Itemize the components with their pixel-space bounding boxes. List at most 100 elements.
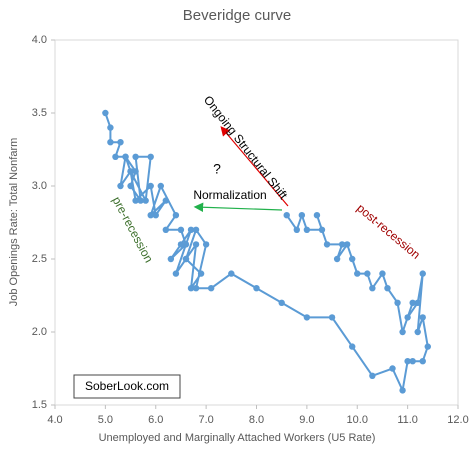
line	[104, 112, 429, 394]
marker	[409, 358, 416, 365]
marker	[303, 314, 311, 321]
annotation: ?	[213, 161, 221, 177]
marker	[117, 139, 124, 146]
marker	[389, 365, 396, 372]
marker	[127, 182, 134, 190]
marker	[182, 241, 190, 248]
marker	[147, 153, 154, 160]
marker	[283, 212, 290, 219]
marker	[384, 285, 391, 292]
x-tick-label: 5.0	[98, 414, 113, 426]
marker	[172, 212, 180, 219]
marker	[349, 343, 356, 350]
marker	[333, 255, 341, 263]
marker	[152, 212, 159, 219]
x-axis-label: Unemployed and Marginally Attached Worke…	[99, 432, 376, 444]
marker	[419, 314, 426, 321]
marker	[399, 328, 406, 336]
marker	[162, 226, 170, 233]
marker	[187, 226, 195, 233]
marker	[192, 226, 200, 233]
marker	[338, 241, 346, 248]
marker	[419, 358, 426, 365]
marker	[228, 270, 235, 277]
y-tick-label: 2.0	[32, 326, 47, 338]
y-tick-label: 3.0	[32, 180, 47, 192]
marker	[117, 182, 124, 190]
marker	[349, 255, 356, 263]
marker	[177, 241, 185, 248]
marker	[147, 212, 154, 219]
marker	[354, 270, 361, 277]
y-tick-label: 2.5	[32, 253, 47, 265]
marker	[253, 285, 260, 292]
marker	[323, 241, 331, 248]
arrow	[193, 202, 283, 213]
marker	[107, 139, 114, 146]
marker	[343, 241, 351, 248]
marker	[303, 226, 311, 233]
marker	[197, 270, 205, 277]
marker	[102, 109, 109, 117]
marker	[318, 226, 326, 233]
annotation: Normalization	[193, 188, 266, 202]
x-tick-label: 11.0	[397, 414, 418, 426]
marker	[132, 197, 139, 204]
marker	[409, 299, 416, 306]
marker	[419, 270, 426, 277]
marker	[107, 124, 114, 131]
x-tick-label: 4.0	[47, 414, 62, 426]
marker	[293, 226, 300, 233]
plot-area	[54, 39, 459, 406]
marker	[364, 270, 371, 277]
annotation: post-recession	[354, 201, 423, 262]
annotation: Ongoing Structural Shift	[201, 93, 291, 203]
x-tick-label: 6.0	[148, 414, 163, 426]
chart-title: Beveridge curve	[183, 7, 291, 24]
marker	[192, 285, 200, 292]
marker	[157, 182, 164, 190]
watermark: SoberLook.com	[85, 379, 169, 393]
marker	[298, 212, 306, 219]
marker	[192, 241, 200, 248]
marker	[424, 343, 431, 350]
y-axis-label: Job Openings Rate: Total Nonfarm	[8, 138, 20, 307]
marker	[394, 299, 401, 306]
marker	[187, 285, 195, 292]
marker	[313, 212, 321, 219]
marker	[202, 241, 210, 248]
marker	[369, 372, 376, 379]
y-tick-label: 3.5	[32, 107, 47, 119]
marker	[328, 314, 336, 321]
marker	[414, 328, 421, 336]
y-tick-label: 4.0	[32, 34, 47, 46]
marker	[132, 153, 139, 160]
marker	[112, 153, 119, 160]
marker	[182, 255, 190, 263]
marker	[207, 285, 215, 292]
x-tick-label: 8.0	[249, 414, 264, 426]
marker	[404, 314, 411, 321]
marker	[167, 255, 175, 263]
x-tick-label: 12.0	[447, 414, 468, 426]
x-tick-label: 10.0	[347, 414, 368, 426]
marker	[404, 358, 411, 365]
marker	[399, 387, 406, 394]
marker	[162, 197, 170, 204]
watermark-box	[73, 374, 181, 399]
marker	[127, 168, 134, 175]
y-tick-label: 1.5	[32, 399, 47, 411]
marker	[122, 153, 129, 160]
marker	[369, 285, 376, 292]
arrow	[220, 126, 289, 207]
marker	[172, 270, 180, 277]
marker	[142, 197, 149, 204]
annotation: pre-recession	[109, 194, 155, 265]
marker	[278, 299, 285, 306]
x-tick-label: 9.0	[299, 414, 314, 426]
marker	[137, 197, 144, 204]
marker	[177, 226, 185, 233]
marker	[147, 182, 154, 190]
marker	[379, 270, 386, 277]
